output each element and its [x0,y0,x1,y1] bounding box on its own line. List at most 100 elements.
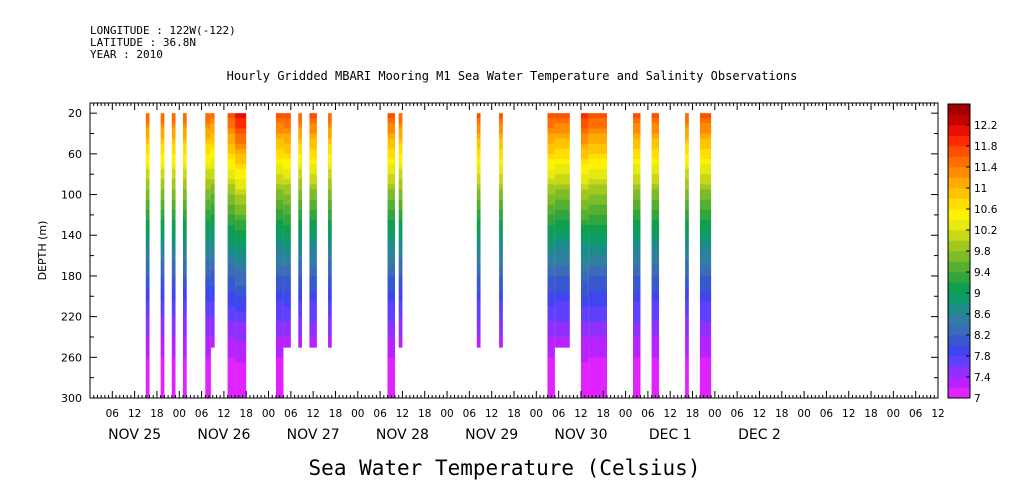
profile-cell [588,321,607,328]
profile-cell [205,245,211,251]
profile-cell [651,169,660,175]
x-hour-label: 12 [128,408,141,420]
profile-cell [328,235,332,241]
y-tick-label: 220 [61,311,82,324]
profile-cell [275,281,284,287]
profile-cell [210,230,215,236]
profile-cell [298,209,302,216]
profile-cell [210,275,215,282]
profile-cell [588,352,607,358]
profile-cell [182,326,187,333]
profile-cell [235,331,247,338]
profile-cell [499,199,503,206]
profile-cell [588,367,607,374]
profile-cell [227,321,236,328]
profile-cell [205,377,211,384]
profile-cell [298,291,302,297]
profile-cell [554,174,570,180]
profile-cell [328,148,332,155]
profile-cell [210,164,215,170]
profile-cell [298,250,302,257]
profile-column [554,113,570,348]
profile-cell [387,270,395,277]
profile-cell [699,230,712,236]
x-hour-label: 06 [909,408,923,420]
profile-cell [235,235,247,241]
profile-cell [210,133,215,140]
profile-cell [554,301,570,307]
profile-cell [499,291,503,297]
profile-cell [145,265,150,272]
profile-cell [554,296,570,302]
profile-cell [283,169,291,175]
profile-cell [685,184,689,190]
profile-cell [387,362,395,368]
profile-cell [275,204,284,211]
profile-cell [227,230,236,236]
colorbar-swatch [948,156,970,168]
profile-cell [227,148,236,155]
profile-cell [182,240,187,246]
profile-column [160,113,165,399]
profile-cell [145,245,150,251]
profile-cell [398,321,403,328]
profile-cell [227,387,236,394]
profile-cell [227,240,236,246]
profile-cell [145,235,150,241]
profile-cell [547,326,555,333]
profile-cell [633,311,641,318]
y-tick-label: 100 [61,189,82,202]
profile-cell [283,342,291,348]
profile-cell [328,255,332,262]
colorbar-swatch [948,251,970,262]
profile-cell [171,250,176,257]
profile-cell [205,204,211,211]
profile-cell [298,235,302,241]
profile-cell [398,219,403,226]
profile-cell [476,342,481,348]
profile-cell [387,382,395,389]
profile-cell [685,316,689,323]
profile-cell [145,301,150,307]
profile-cell [547,291,555,297]
profile-column [588,113,607,399]
profile-cell [651,265,660,272]
profile-cell [309,342,317,348]
profile-column [298,113,302,348]
profile-cell [651,281,660,287]
profile-column [499,113,503,348]
profile-cell [145,219,150,226]
x-axis-label: Sea Water Temperature (Celsius) [308,456,701,480]
colorbar-label: 11.8 [974,141,997,153]
colorbar-label: 7.8 [974,351,991,363]
profile-cell [145,336,150,343]
profile-cell [227,235,236,241]
x-hour-label: 00 [173,408,186,420]
profile-cell [476,128,481,135]
profile-cell [476,291,481,297]
profile-cell [476,219,481,226]
profile-cell [160,189,165,196]
profile-cell [171,286,176,292]
profile-cell [205,118,211,124]
colorbar-label: 11.4 [974,162,998,174]
x-hour-label: 00 [887,408,900,420]
profile-cell [554,270,570,277]
profile-cell [398,326,403,333]
profile-cell [283,199,291,206]
profile-cell [588,240,607,246]
profile-cell [171,362,176,368]
profile-cell [275,194,284,201]
profile-cell [298,306,302,313]
profile-cell [580,347,589,353]
colorbar-label: 9.4 [974,267,991,279]
profile-cell [145,281,150,287]
profile-cell [554,204,570,211]
profile-cell [547,174,555,180]
profile-cell [547,270,555,277]
profile-cell [547,158,555,165]
profile-cell [588,301,607,307]
profile-cell [633,225,641,231]
profile-cell [283,214,291,221]
colorbar-swatch [948,345,970,357]
